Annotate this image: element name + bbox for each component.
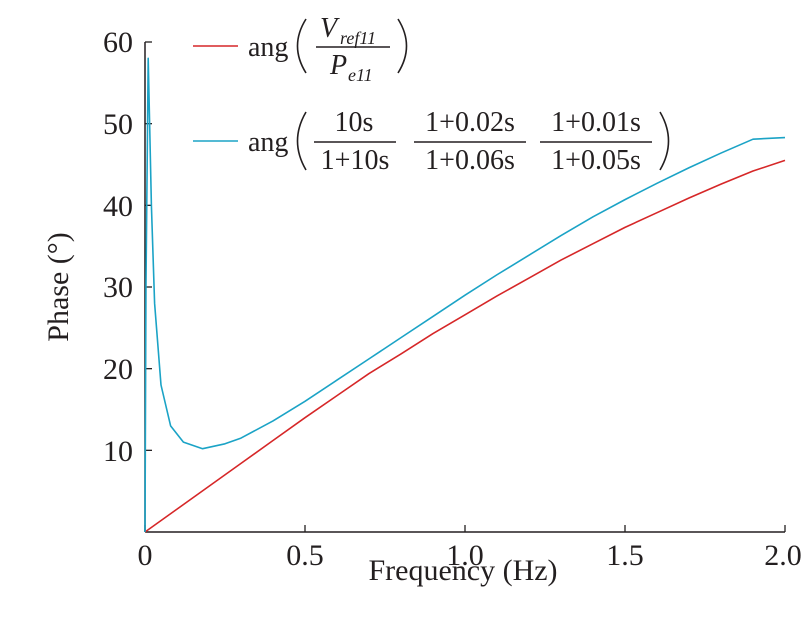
- x-tick-labels: 0 0.5 1.0 1.5 2.0: [138, 539, 802, 572]
- x-axis-label: Frequency (Hz): [368, 554, 557, 587]
- legend-2-frac1-num: 10s: [335, 107, 374, 138]
- legend-1-left-paren: [296, 18, 307, 74]
- legend-1-num-main: V: [320, 13, 340, 44]
- y-tick-label-10: 10: [103, 435, 133, 468]
- x-tick-label-4: 2.0: [764, 539, 802, 572]
- legend-2-prefix: ang: [248, 127, 288, 158]
- y-tick-label-30: 30: [103, 271, 133, 304]
- legend-2-frac3-den: 1+0.05s: [551, 145, 641, 176]
- legend-1-den-main: P: [329, 50, 347, 81]
- series-group: [144, 57, 786, 533]
- series-line-1: [144, 159, 786, 533]
- x-tick-label-1: 0.5: [286, 539, 324, 572]
- x-tick-label-0: 0: [138, 539, 153, 572]
- y-tick-label-50: 50: [103, 108, 133, 141]
- legend: ang V ref11 P e11 ang 10s 1+10s 1+0.02s …: [193, 13, 670, 176]
- legend-1-right-paren: [397, 18, 408, 74]
- legend-1-num-sub: ref11: [340, 28, 376, 48]
- y-axis-label: Phase (°): [42, 232, 75, 341]
- x-tick-label-3: 1.5: [606, 539, 644, 572]
- y-tick-labels: 10 20 30 40 50 60: [103, 26, 133, 468]
- series-line-2: [144, 57, 786, 533]
- y-tick-label-20: 20: [103, 353, 133, 386]
- legend-1-den-sub: e11: [348, 65, 373, 85]
- legend-2-frac3-num: 1+0.01s: [551, 107, 641, 138]
- y-tick-label-40: 40: [103, 190, 133, 223]
- legend-2-right-paren: [659, 111, 670, 171]
- y-tick-label-60: 60: [103, 26, 133, 59]
- legend-2-left-paren: [296, 111, 307, 171]
- legend-2-frac1-den: 1+10s: [321, 145, 390, 176]
- x-tick-label-2: 1.0: [446, 539, 484, 572]
- legend-2-frac2-den: 1+0.06s: [425, 145, 515, 176]
- legend-1-prefix: ang: [248, 32, 288, 63]
- legend-2-frac2-num: 1+0.02s: [425, 107, 515, 138]
